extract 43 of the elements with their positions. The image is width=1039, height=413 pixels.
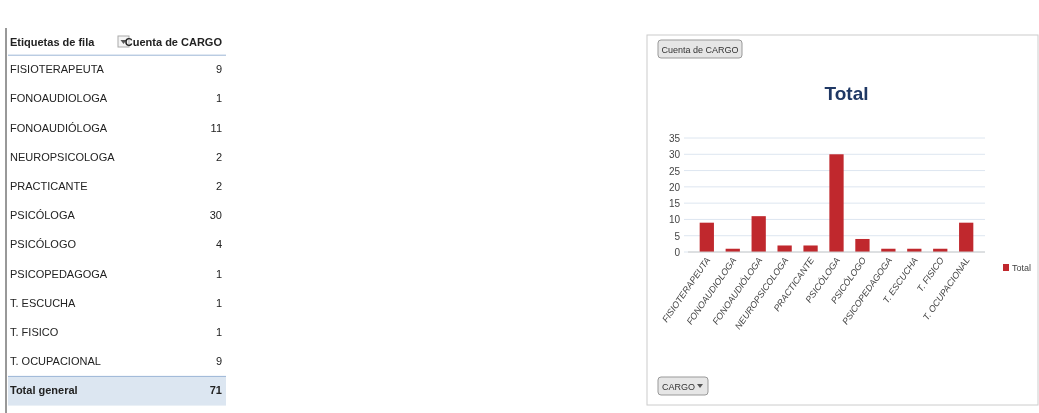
category-label: T. FISICO — [10, 326, 59, 338]
chart-title: Total — [824, 83, 869, 104]
text: 2 — [215, 180, 222, 192]
category-label: FONOAUDIOLOGA — [10, 92, 108, 105]
bar — [855, 238, 870, 252]
text: 1 — [215, 326, 222, 338]
category-label: FISIOTERAPEUTA — [10, 63, 105, 76]
legend-label: Total — [1012, 263, 1032, 273]
category-label: PRACTICANTE — [10, 180, 88, 192]
bar — [751, 216, 766, 252]
bar — [829, 154, 844, 252]
text: 1 — [215, 267, 222, 280]
text: Etiquetas de fila — [10, 36, 96, 48]
text: 1 — [215, 92, 222, 105]
category-label: NEUROPSICOLOGA — [10, 150, 116, 163]
y-tick-label: 20 — [668, 181, 681, 193]
category-label: FONOAUDIÓLOGA — [10, 121, 108, 134]
text: Cuenta de CARGO — [124, 36, 223, 48]
field-button: CARGO — [657, 376, 709, 396]
category-label: PSICÓLOGO — [10, 238, 77, 251]
bar — [777, 245, 792, 252]
bar — [699, 222, 714, 252]
category-label: PSICÓLOGA — [10, 209, 76, 222]
text: 30 — [209, 209, 222, 222]
category-label: T. OCUPACIONAL — [10, 355, 101, 368]
y-tick-label: 25 — [668, 165, 681, 177]
y-tick-label: 35 — [668, 133, 681, 144]
y-tick-label: 10 — [668, 214, 681, 226]
y-tick-label: 5 — [674, 230, 681, 242]
text: 9 — [215, 355, 222, 368]
text: 71 — [209, 384, 222, 397]
text: 9 — [215, 63, 222, 76]
y-tick-label: 30 — [668, 149, 681, 161]
bar — [959, 222, 974, 252]
y-tick-label: 0 — [674, 247, 681, 258]
text: 11 — [210, 121, 222, 134]
text: 2 — [215, 150, 222, 163]
text: 4 — [215, 238, 222, 251]
text: Total general — [10, 384, 78, 397]
y-tick-label: 15 — [668, 198, 681, 210]
bar — [803, 245, 818, 252]
text: 1 — [215, 296, 222, 309]
field-button: Cuenta de CARGO — [657, 39, 743, 59]
